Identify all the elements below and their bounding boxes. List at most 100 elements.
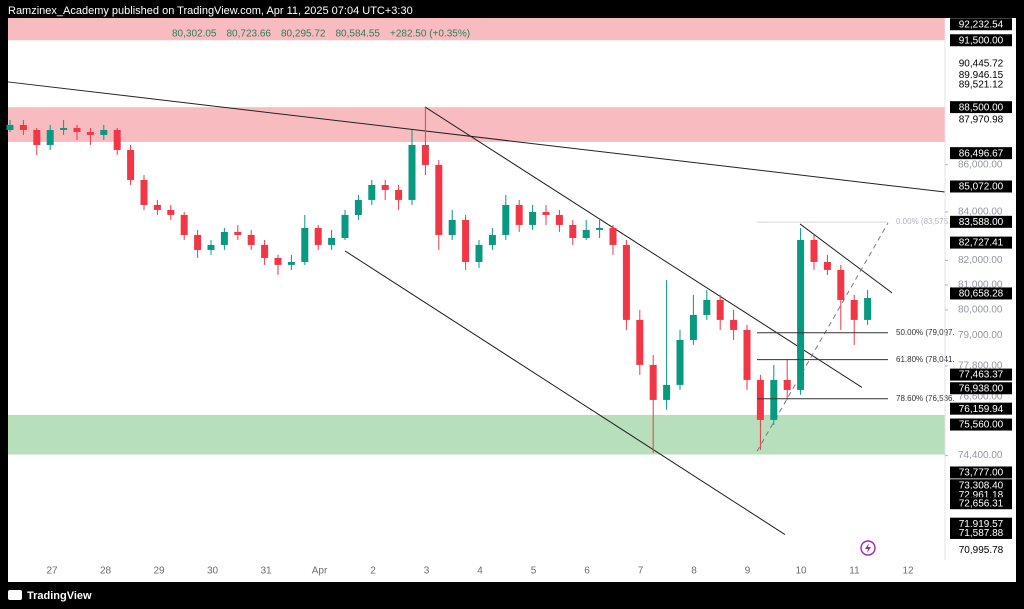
price-tag-label: 70,995.78 [959, 545, 1004, 556]
candle-body [381, 184, 389, 190]
x-tick-label: 29 [153, 566, 165, 577]
candle-body [837, 269, 845, 300]
candle-body [395, 189, 403, 200]
price-tag [950, 113, 1012, 126]
candle-body [850, 299, 858, 320]
price-tag [950, 57, 1012, 70]
x-tick-label: 5 [531, 566, 537, 577]
legend-value: +282.50 (+0.35%) [390, 29, 470, 40]
candle-body [676, 339, 684, 385]
fib-label: 50.00% (79,097. [896, 328, 955, 337]
price-tag [950, 466, 1012, 479]
candle-body [113, 129, 121, 150]
candle-body [341, 214, 349, 238]
y-tick-label: 77,800.00 [958, 361, 1003, 372]
y-tick-label: 84,000.00 [958, 207, 1003, 218]
candle-body [864, 297, 872, 320]
footer-logo[interactable]: TradingView [8, 590, 92, 602]
candle-body [421, 144, 429, 165]
fib-retracement: 0.00% (83,575.9 50.00% (79,097. 61.80% (78… [757, 217, 955, 403]
price-tag [950, 68, 1012, 81]
candle-body [663, 384, 671, 400]
price-tag [950, 215, 1012, 228]
zone [8, 107, 945, 142]
price-tag-label: 71,919.57 [959, 519, 1004, 530]
candle-body [287, 261, 295, 265]
price-tag-label: 87,970.98 [959, 114, 1004, 125]
candle-body [153, 204, 161, 210]
price-tag [950, 526, 1012, 539]
candle-body [46, 129, 54, 145]
time-axis: 27 28 29 30 31 Apr 2 3 4 5 6 7 8 9 10 11 12 [46, 566, 914, 577]
fib-label: 61.80% (78,041. [896, 355, 955, 364]
legend: 80,302.05 80,723.66 80,295.72 80,584.55 +282… [172, 29, 470, 40]
price-tag [950, 402, 1012, 415]
candle-body [716, 299, 724, 320]
x-tick-label: 11 [849, 566, 860, 577]
candle-body [502, 204, 510, 235]
candle-body [569, 224, 577, 238]
price-tag [950, 382, 1012, 395]
zone [8, 18, 945, 41]
candle-body [301, 227, 309, 262]
brand: TradingView [27, 590, 92, 602]
candle-body [743, 329, 751, 380]
legend-value: 80,295.72 [281, 29, 326, 40]
price-tag-label: 76,159.94 [959, 404, 1004, 415]
zones [8, 18, 945, 455]
x-tick-label: 4 [477, 566, 483, 577]
price-tag [950, 78, 1012, 91]
y-tick-label: 79,000.00 [958, 330, 1003, 341]
candle-body [636, 319, 644, 365]
candle-body [86, 131, 94, 135]
candle-body [220, 231, 228, 245]
price-tag [950, 543, 1012, 556]
x-tick-label: 12 [902, 566, 914, 577]
x-tick-label: 10 [795, 566, 807, 577]
x-tick-label: 2 [370, 566, 376, 577]
candle-body [689, 314, 697, 340]
candle-body [127, 149, 135, 180]
candle-body [609, 227, 617, 245]
candle-body [462, 219, 470, 262]
price-axis: 86,000.00 84,000.00 82,000.00 81,000.00 80,0… [945, 18, 1012, 556]
price-tag-label: 80,658.28 [959, 289, 1004, 300]
candle-body [649, 364, 657, 400]
candle-body [542, 211, 550, 215]
candle-body [274, 257, 282, 265]
trend-line [424, 106, 863, 388]
price-tag-label: 83,588.00 [959, 217, 1004, 228]
candle-body [810, 239, 818, 262]
x-tick-label: 7 [638, 566, 644, 577]
candle-body [529, 211, 537, 225]
price-tag [950, 180, 1012, 193]
price-tag-label: 73,308.40 [959, 480, 1004, 491]
logo-mark [8, 590, 22, 600]
candle-body [515, 204, 523, 225]
price-tag [950, 287, 1012, 300]
header-text: Ramzinex_Academy published on TradingVie… [8, 5, 413, 17]
price-tag [950, 368, 1012, 381]
legend-value: 80,302.05 [172, 29, 217, 40]
candle-body [596, 227, 604, 230]
price-tag [950, 101, 1012, 114]
candle-body [6, 124, 14, 130]
candle-body [234, 231, 242, 235]
candle-body [261, 244, 269, 258]
price-tag [950, 418, 1012, 431]
candle-body [756, 379, 764, 420]
candle-body [140, 179, 148, 205]
fib-label: 0.00% (83,575.9 [896, 217, 955, 226]
candle-body [797, 239, 805, 390]
candle-body [167, 209, 175, 215]
price-tag [950, 517, 1012, 530]
alert-icon[interactable] [860, 540, 876, 556]
x-tick-label: 31 [260, 566, 272, 577]
price-tag-label: 91,500.00 [959, 35, 1004, 46]
candle-body [368, 184, 376, 200]
price-tag-label: 90,445.72 [959, 59, 1004, 70]
price-tag-label: 72,656.31 [959, 498, 1004, 509]
alert-bolt [865, 543, 871, 553]
